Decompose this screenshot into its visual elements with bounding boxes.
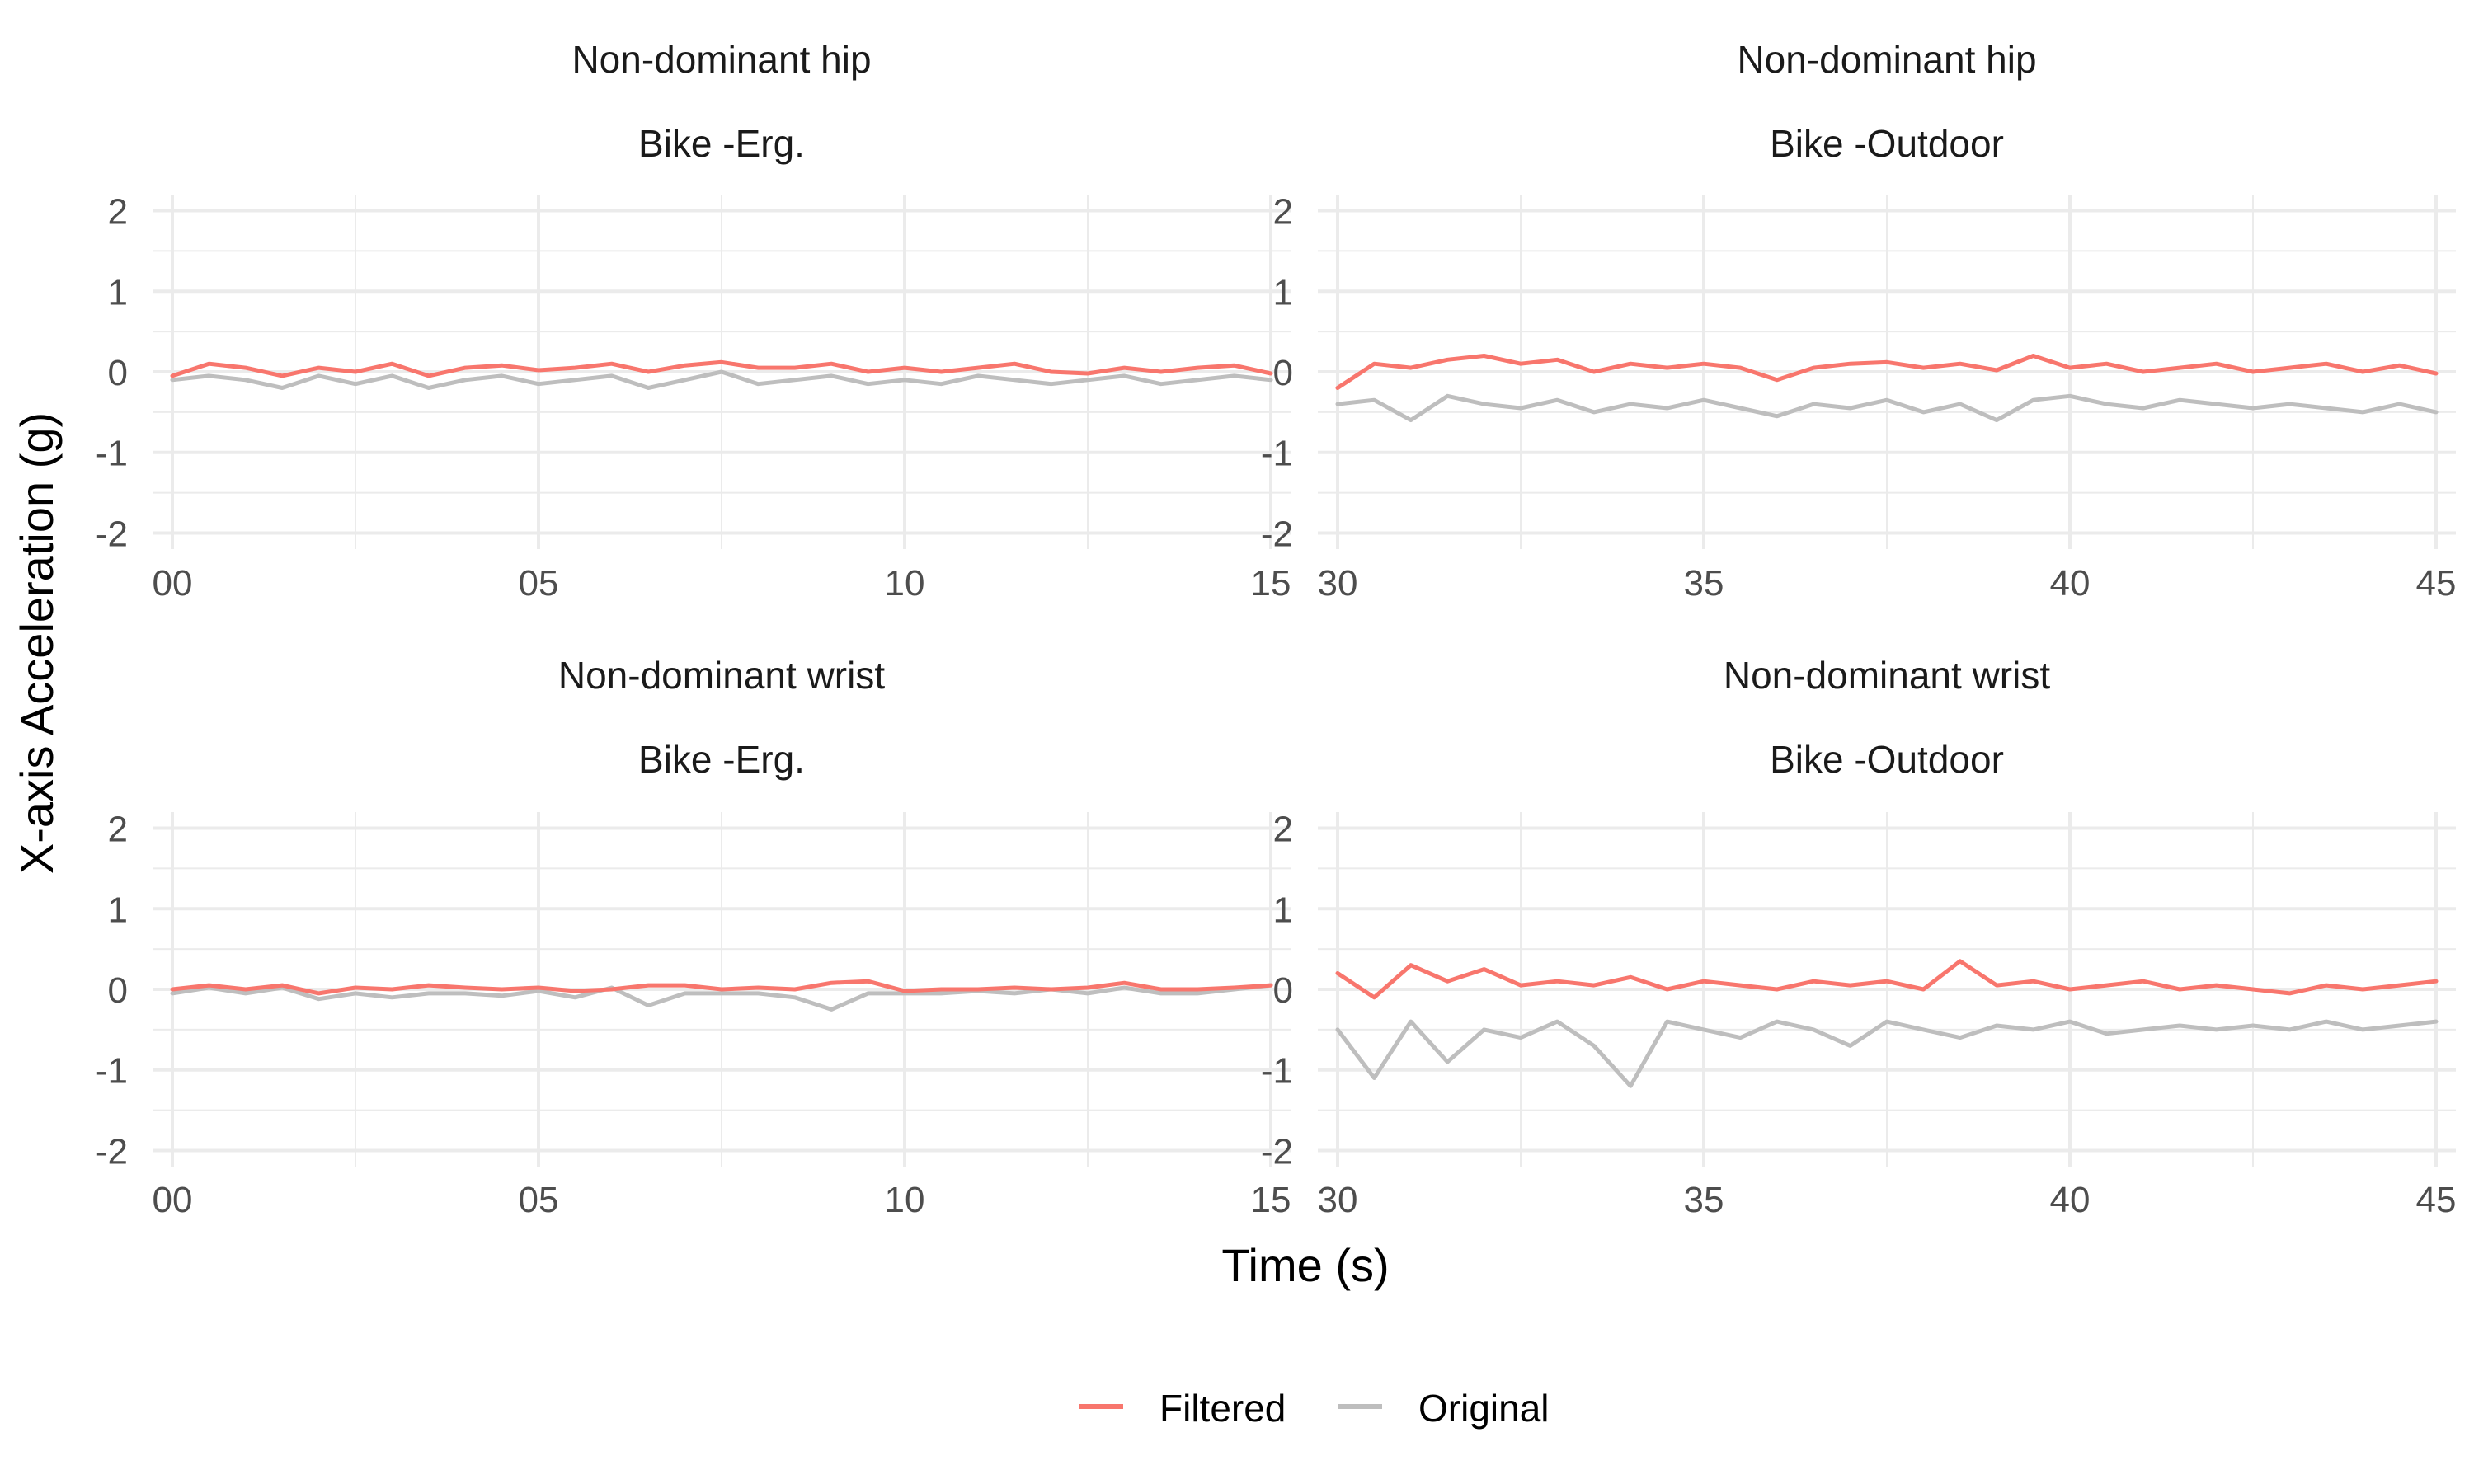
panel-1-minor-grid	[153, 195, 1291, 549]
panel-3-strip-bottom: Bike -Erg.	[638, 738, 805, 781]
y-tick-label: 1	[108, 890, 128, 930]
panel-4-strip-top: Non-dominant wrist	[1724, 654, 2050, 697]
legend: Filtered Original	[1079, 1387, 1550, 1430]
x-tick-label: 00	[153, 563, 193, 603]
y-tick-label: -2	[1261, 1131, 1293, 1172]
x-tick-label: 15	[1251, 1180, 1291, 1220]
x-tick-label: 05	[519, 1180, 559, 1220]
series-line-filtered-panel-1	[170, 359, 1273, 378]
y-tick-label: 2	[1273, 192, 1293, 232]
panel-4-strip-bottom: Bike -Outdoor	[1770, 738, 2004, 781]
x-tick-label: 35	[1684, 563, 1724, 603]
series-line-filtered-panel-2	[1335, 354, 2439, 390]
legend-label-original: Original	[1418, 1387, 1550, 1430]
series-line-filtered-panel-4	[1335, 959, 2439, 1000]
series-line-original-panel-1	[170, 369, 1273, 390]
y-tick-label: 0	[108, 970, 128, 1011]
series-line-filtered-panel-3	[170, 979, 1273, 996]
panel-3: Non-dominant wrist Bike -Erg. -2 -1 0 1 2 00 05 1…	[96, 654, 1291, 1220]
x-tick-label: 40	[2050, 1180, 2091, 1220]
x-tick-label: 40	[2050, 563, 2091, 603]
x-tick-label: 45	[2416, 563, 2457, 603]
y-tick-label: 1	[1273, 890, 1293, 930]
y-tick-label: 0	[108, 353, 128, 393]
y-tick-label: -1	[96, 1051, 128, 1092]
x-axis-title: Time (s)	[1221, 1239, 1389, 1291]
y-tick-label: -1	[1261, 1051, 1293, 1092]
y-tick-label: 1	[1273, 272, 1293, 312]
y-tick-label: -1	[1261, 434, 1293, 474]
y-axis-title: X-axis Acceleration (g)	[11, 412, 63, 874]
x-tick-label: 30	[1318, 563, 1358, 603]
y-tick-label: 2	[108, 810, 128, 850]
x-tick-label: 45	[2416, 1180, 2457, 1220]
x-tick-label: 10	[885, 563, 925, 603]
panel-2-strip-bottom: Bike -Outdoor	[1770, 122, 2004, 165]
y-tick-label: -1	[96, 434, 128, 474]
y-tick-label: 0	[1273, 353, 1293, 393]
panel-3-strip-top: Non-dominant wrist	[558, 654, 885, 697]
y-tick-label: -2	[96, 1131, 128, 1172]
panel-2: Non-dominant hip Bike -Outdoor -2 -1 0 1 2 30 35…	[1261, 38, 2457, 603]
x-tick-label: 00	[153, 1180, 193, 1220]
panel-2-strip-top: Non-dominant hip	[1737, 38, 2036, 81]
series-line-original-panel-3	[170, 983, 1273, 1012]
series-line-original-panel-2	[1335, 393, 2439, 423]
y-tick-label: 1	[108, 272, 128, 312]
x-tick-label: 30	[1318, 1180, 1358, 1220]
x-tick-label: 10	[885, 1180, 925, 1220]
y-tick-label: -2	[1261, 514, 1293, 554]
panel-1-strip-bottom: Bike -Erg.	[638, 122, 805, 165]
x-tick-label: 35	[1684, 1180, 1724, 1220]
y-tick-label: 2	[1273, 810, 1293, 850]
x-tick-label: 15	[1251, 563, 1291, 603]
y-tick-label: 0	[1273, 970, 1293, 1011]
legend-label-filtered: Filtered	[1159, 1387, 1286, 1430]
panel-1-strip-top: Non-dominant hip	[571, 38, 871, 81]
y-tick-label: 2	[108, 192, 128, 232]
x-tick-label: 05	[519, 563, 559, 603]
y-tick-label: -2	[96, 514, 128, 554]
series-line-original-panel-4	[1335, 1019, 2439, 1088]
panel-4: Non-dominant wrist Bike -Outdoor -2 -1 0 1 2 30…	[1261, 654, 2457, 1220]
